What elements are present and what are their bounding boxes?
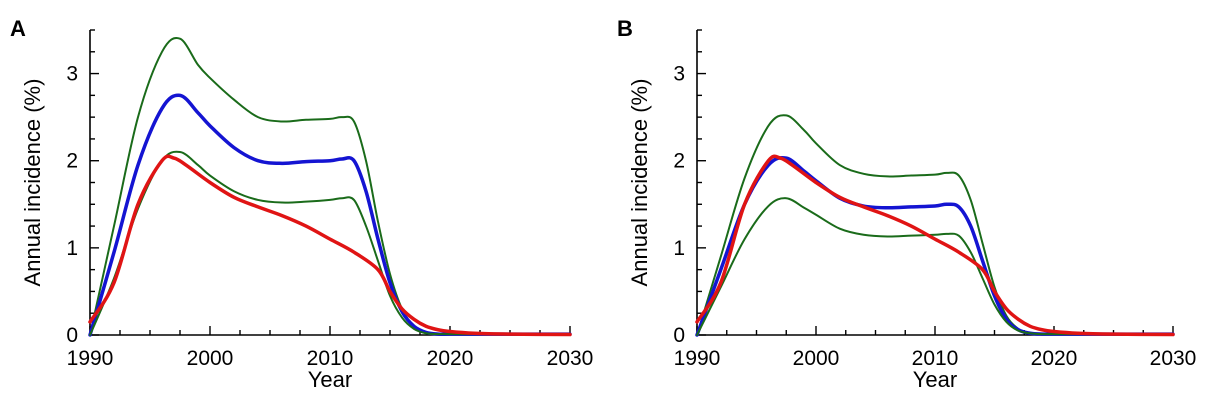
series-line-2 [695, 155, 1175, 337]
chart-panel-a: A 0 1 2 3 1990 2000 2010 2020 2030 Year Annual inci… [10, 16, 593, 392]
series-line-4 [88, 154, 572, 337]
series-line-4 [695, 154, 1175, 337]
series-line-1 [696, 114, 1174, 336]
series-line-1 [89, 37, 571, 336]
x-tick-label: 2020 [1031, 347, 1078, 370]
y-tick-label: 0 [66, 324, 78, 347]
y-axis-title: Annual incidence (%) [627, 79, 652, 287]
series-line-3 [696, 197, 1174, 336]
series-line-2 [88, 93, 572, 337]
x-axis-title: Year [913, 367, 957, 392]
x-tick-label: 2030 [1150, 347, 1197, 370]
x-tick-label: 1990 [67, 347, 114, 370]
x-tick-label: 1990 [674, 347, 721, 370]
x-tick-label: 2020 [427, 347, 474, 370]
y-tick-label: 2 [673, 150, 685, 173]
x-tick-label: 2010 [912, 347, 959, 370]
x-tick-label: 2030 [547, 347, 594, 370]
x-tick-label: 2000 [793, 347, 840, 370]
y-tick-label: 0 [673, 324, 685, 347]
y-tick-label: 2 [66, 150, 78, 173]
x-tick-label: 2010 [307, 347, 354, 370]
series-line-3 [89, 150, 571, 336]
panel-label: A [10, 16, 26, 41]
chart-panel-b: B 0 1 2 3 1990 2000 2010 2020 2030 Year Annual inci… [617, 16, 1196, 392]
panel-label: B [617, 16, 633, 41]
y-axis-title: Annual incidence (%) [20, 79, 45, 287]
y-tick-label: 1 [66, 237, 78, 260]
x-axis-title: Year [308, 367, 352, 392]
x-tick-label: 2000 [187, 347, 234, 370]
y-tick-label: 3 [66, 63, 78, 86]
y-tick-label: 3 [673, 63, 685, 86]
y-tick-label: 1 [673, 237, 685, 260]
